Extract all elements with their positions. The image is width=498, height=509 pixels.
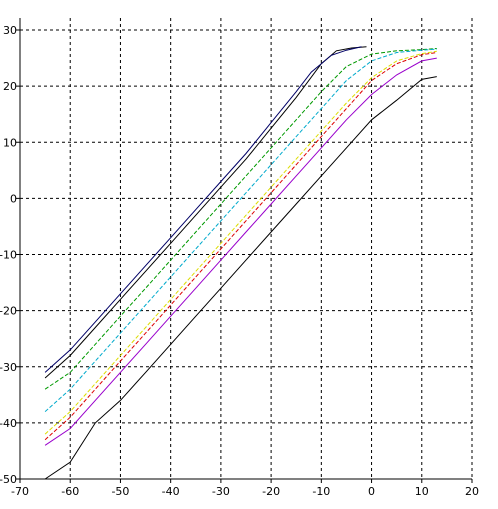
series-line-8 — [44, 76, 437, 480]
y-tick-label: -10 — [0, 249, 17, 262]
y-tick-label: 30 — [3, 24, 17, 37]
series-group — [44, 46, 437, 480]
y-tick-label: -50 — [0, 473, 17, 486]
y-tick-label: -40 — [0, 417, 17, 430]
series-line-1 — [44, 46, 367, 379]
y-tick-label: 10 — [3, 136, 17, 149]
series-line-2 — [44, 46, 362, 373]
x-tick-label: 20 — [465, 485, 479, 498]
y-tick-label: -20 — [0, 305, 17, 318]
series-line-7 — [44, 57, 437, 446]
tick-labels: -70 -60 -50 -40 -30 -20 -10 0 10 20 30 20 10 0 -10 -20 -… — [0, 24, 479, 498]
y-tick-label: 0 — [10, 192, 17, 205]
grid — [20, 18, 473, 479]
series-line-4 — [44, 48, 437, 412]
x-tick-label: -10 — [312, 485, 330, 498]
x-tick-label: -50 — [111, 485, 129, 498]
x-tick-label: -40 — [162, 485, 180, 498]
series-line-6 — [44, 50, 437, 435]
y-tick-label: -30 — [0, 361, 17, 374]
axes — [16, 18, 473, 483]
x-tick-label: -30 — [212, 485, 230, 498]
x-tick-label: -20 — [262, 485, 280, 498]
x-tick-label: -60 — [61, 485, 79, 498]
x-tick-label: 10 — [415, 485, 429, 498]
series-line-5 — [44, 52, 437, 441]
series-line-3 — [44, 48, 437, 390]
y-tick-label: 20 — [3, 80, 17, 93]
x-tick-label: 0 — [368, 485, 375, 498]
x-tick-label: -70 — [11, 485, 29, 498]
